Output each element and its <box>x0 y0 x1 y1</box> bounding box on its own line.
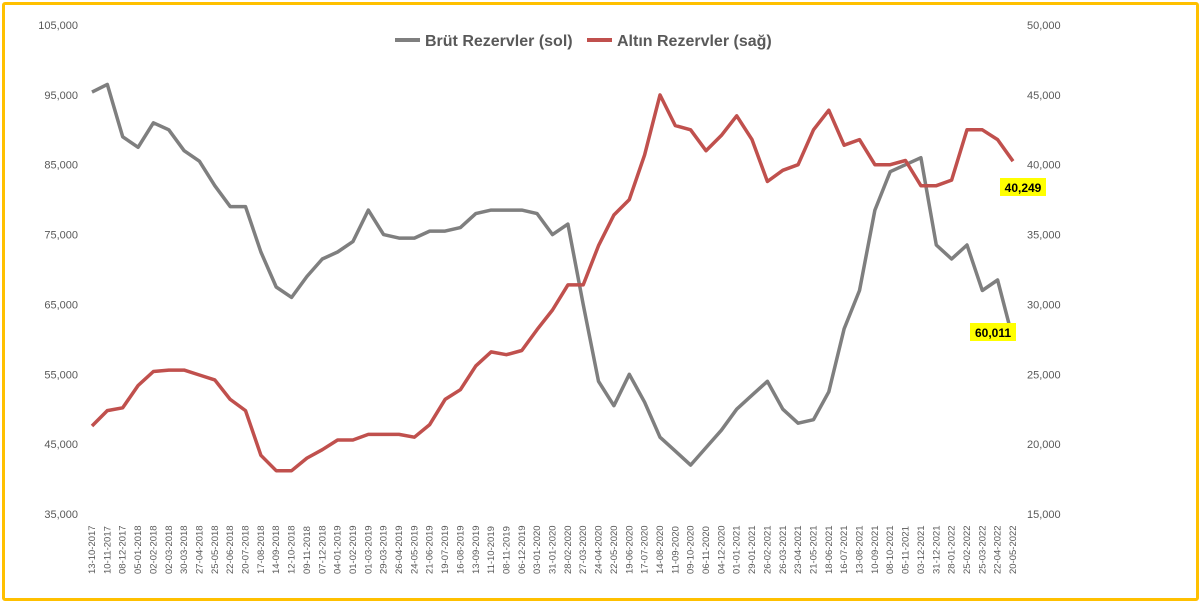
x-axis-tick: 13-08-2021 <box>855 525 866 574</box>
x-axis-tick: 17-07-2020 <box>640 525 651 574</box>
x-axis-tick: 24-04-2020 <box>594 525 605 574</box>
x-axis-tick: 25-03-2022 <box>977 525 988 574</box>
gold-reserves-line <box>90 93 1015 473</box>
right-axis-tick: 15,000 <box>1027 509 1061 521</box>
x-axis-tick: 06-11-2020 <box>701 526 712 574</box>
x-axis-tick: 13-09-2019 <box>471 525 482 574</box>
x-axis-tick: 16-08-2019 <box>455 525 466 574</box>
x-axis-tick: 10-09-2021 <box>870 525 881 574</box>
x-axis-tick: 09-11-2018 <box>302 526 313 574</box>
legend-label-gold: Altın Rezervler (sağ) <box>617 33 772 50</box>
left-axis-tick: 85,000 <box>44 160 78 172</box>
x-axis-tick: 31-01-2020 <box>548 525 559 574</box>
x-axis-tick: 01-03-2019 <box>363 525 374 574</box>
x-axis-tick: 02-02-2018 <box>148 525 159 574</box>
x-axis-tick: 08-12-2017 <box>118 525 129 574</box>
right-axis-tick: 45,000 <box>1027 90 1061 102</box>
x-axis-tick: 19-07-2019 <box>440 525 451 574</box>
x-axis-tick: 03-12-2021 <box>916 525 927 574</box>
x-axis-tick: 22-06-2018 <box>225 525 236 574</box>
x-axis-tick: 20-07-2018 <box>241 525 252 574</box>
legend: Brüt Rezervler (sol) Altın Rezervler (sa… <box>395 33 772 50</box>
x-axis-tick: 17-08-2018 <box>256 525 267 574</box>
x-axis-tick: 30-03-2018 <box>179 525 190 574</box>
x-axis-tick: 08-11-2019 <box>501 526 512 574</box>
x-axis-tick: 01-01-2021 <box>732 525 743 574</box>
x-axis-tick: 16-07-2021 <box>839 525 850 574</box>
end-label-highlight <box>1000 178 1046 196</box>
x-axis-tick: 26-03-2021 <box>778 525 789 574</box>
x-axis-tick: 31-12-2021 <box>931 525 942 574</box>
x-axis-tick: 25-02-2022 <box>962 525 973 574</box>
x-axis-tick: 22-04-2022 <box>993 525 1004 574</box>
x-axis-tick: 11-10-2019 <box>486 526 497 574</box>
right-axis-tick: 25,000 <box>1027 369 1061 381</box>
end-label-highlight <box>970 323 1016 341</box>
x-axis-tick: 22-05-2020 <box>609 525 620 574</box>
gross-reserves-line <box>91 82 1015 467</box>
x-axis-tick: 06-12-2019 <box>517 525 528 574</box>
gross-end-label: 60,011 <box>975 326 1011 340</box>
x-axis-tick: 13-10-2017 <box>87 525 98 574</box>
x-axis-tick: 19-06-2020 <box>624 525 635 574</box>
right-axis-tick: 20,000 <box>1027 439 1061 451</box>
x-axis-tick: 25-05-2018 <box>210 525 221 574</box>
x-axis-tick: 10-11-2017 <box>102 526 113 574</box>
x-axis-tick: 04-12-2020 <box>716 525 727 574</box>
legend-label-gross: Brüt Rezervler (sol) <box>425 33 573 50</box>
x-axis-tick: 04-01-2019 <box>333 525 344 574</box>
x-axis-tick: 03-01-2020 <box>532 525 543 574</box>
left-axis-tick: 105,000 <box>38 20 78 32</box>
x-axis-tick: 21-05-2021 <box>808 525 819 574</box>
x-axis-tick: 29-03-2019 <box>379 525 390 574</box>
x-axis-tick: 07-12-2018 <box>317 525 328 574</box>
gold-end-label: 40,249 <box>1005 181 1042 195</box>
x-axis-tick: 01-02-2019 <box>348 525 359 574</box>
x-axis-tick: 14-08-2020 <box>655 525 666 574</box>
left-axis-tick: 45,000 <box>44 439 78 451</box>
x-axis-tick: 09-10-2020 <box>686 525 697 574</box>
x-axis-tick: 29-01-2021 <box>747 525 758 574</box>
x-axis-tick: 24-05-2019 <box>409 525 420 574</box>
x-axis-tick: 26-04-2019 <box>394 525 405 574</box>
x-axis-tick: 28-02-2020 <box>563 525 574 574</box>
x-axis-tick: 27-04-2018 <box>194 525 205 574</box>
left-axis-tick: 55,000 <box>44 369 78 381</box>
left-axis-tick: 65,000 <box>44 299 78 311</box>
x-axis-tick: 18-06-2021 <box>824 525 835 574</box>
x-axis-tick: 08-10-2021 <box>885 525 896 574</box>
left-axis-tick: 95,000 <box>44 90 78 102</box>
x-axis-tick: 27-03-2020 <box>578 525 589 574</box>
x-axis-tick: 05-01-2018 <box>133 525 144 574</box>
right-axis-tick: 50,000 <box>1027 20 1061 32</box>
right-axis-tick: 40,000 <box>1027 160 1061 172</box>
right-axis-tick: 30,000 <box>1027 299 1061 311</box>
x-axis-tick: 14-09-2018 <box>271 525 282 574</box>
x-axis-tick: 28-01-2022 <box>947 525 958 574</box>
x-axis-tick: 02-03-2018 <box>164 525 175 574</box>
left-axis-tick: 75,000 <box>44 230 78 242</box>
x-axis-tick: 23-04-2021 <box>793 525 804 574</box>
left-axis-tick: 35,000 <box>44 509 78 521</box>
x-axis-tick: 21-06-2019 <box>425 525 436 574</box>
right-axis-tick: 35,000 <box>1027 230 1061 242</box>
x-axis-tick: 11-09-2020 <box>670 526 681 574</box>
x-axis-tick: 26-02-2021 <box>762 525 773 574</box>
x-axis-tick: 12-10-2018 <box>287 525 298 574</box>
x-axis-tick: 20-05-2022 <box>1008 525 1019 574</box>
x-axis-tick: 05-11-2021 <box>901 526 912 574</box>
